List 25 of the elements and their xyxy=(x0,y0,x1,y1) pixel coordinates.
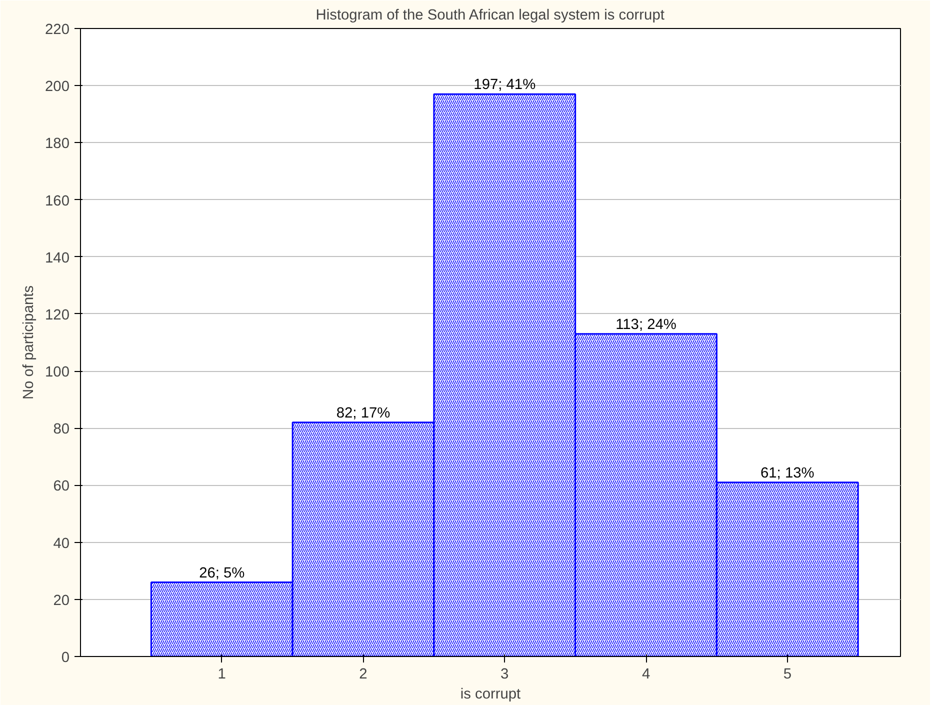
y-tick-label: 220 xyxy=(45,22,70,38)
y-tick-label: 100 xyxy=(45,364,70,381)
x-tick-label: 3 xyxy=(500,666,509,682)
data-label: 82; 17% xyxy=(336,405,390,422)
x-tick-label: 1 xyxy=(218,666,226,682)
y-tick-label: 180 xyxy=(45,136,70,152)
y-tick-label: 40 xyxy=(53,536,70,552)
y-tick-label: 140 xyxy=(45,250,70,266)
y-tick-label: 80 xyxy=(53,422,70,438)
y-tick-label: 120 xyxy=(45,307,70,324)
data-label: 26; 5% xyxy=(199,565,245,582)
y-tick-label: 0 xyxy=(61,650,70,666)
x-tick-label: 4 xyxy=(642,666,650,682)
data-label: 61; 13% xyxy=(760,465,814,482)
y-tick-label: 200 xyxy=(45,79,70,96)
data-label: 113; 24% xyxy=(616,316,676,333)
data-label: 197; 41% xyxy=(474,77,536,94)
y-tick-label: 20 xyxy=(53,592,70,609)
chart-title: Histogram of the South African legal system is corrupt xyxy=(316,8,664,24)
x-axis-title: is corrupt xyxy=(460,686,521,702)
y-tick-label: 60 xyxy=(53,478,70,495)
x-tick-label: 2 xyxy=(359,666,368,682)
x-tick-label: 5 xyxy=(783,666,792,682)
y-tick-label: 160 xyxy=(45,193,70,210)
y-axis-title: No of participants xyxy=(21,285,38,400)
